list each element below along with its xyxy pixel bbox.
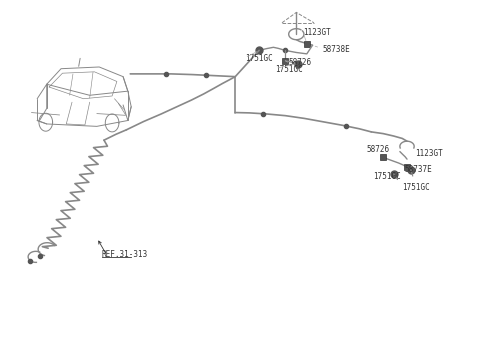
- Text: 1123GT: 1123GT: [416, 150, 444, 158]
- Text: 1123GT: 1123GT: [303, 28, 331, 37]
- Text: 58726: 58726: [288, 58, 312, 68]
- Text: 58726: 58726: [366, 145, 389, 154]
- Text: 1751GC: 1751GC: [276, 65, 303, 74]
- Text: 58738E: 58738E: [322, 45, 350, 54]
- Text: 58737E: 58737E: [405, 165, 432, 174]
- Text: 1751GC: 1751GC: [372, 172, 400, 181]
- Text: 1751GC: 1751GC: [402, 183, 430, 192]
- Text: 1751GC: 1751GC: [245, 54, 273, 63]
- Text: REF.31-313: REF.31-313: [102, 250, 148, 259]
